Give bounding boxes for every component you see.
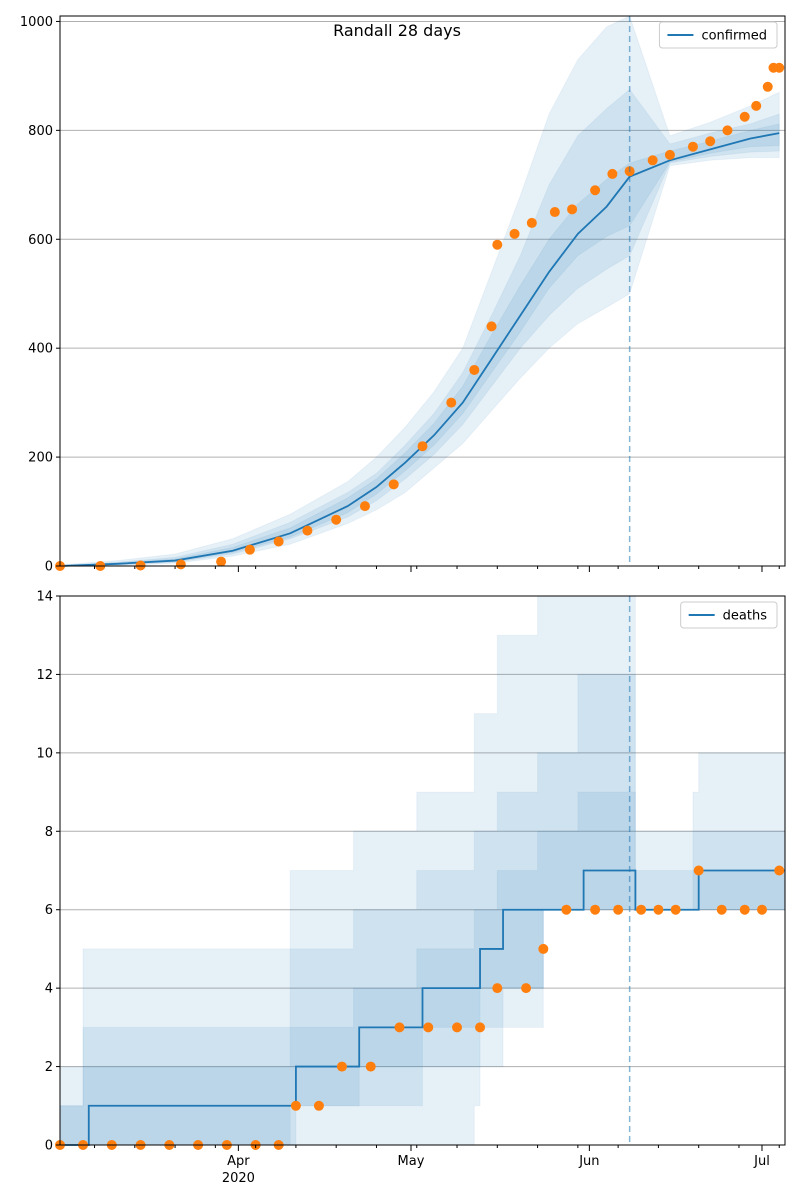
deaths-x-ticks: Apr May Jun Jul — [94, 1145, 780, 1169]
y-tick-label: 6 — [45, 903, 53, 918]
observed-point — [521, 983, 532, 994]
confirmed-axes-frame — [59, 15, 786, 567]
observed-point — [446, 397, 457, 408]
legend-box — [658, 21, 778, 49]
y-tick-label: 8 — [45, 825, 53, 840]
uncertainty-band-3 — [59, 123, 780, 567]
confirmed-bands — [59, 15, 780, 567]
observed-point — [388, 479, 399, 490]
observed-point — [607, 168, 618, 179]
series-line-confirmed — [59, 132, 780, 567]
legend-label-deaths: deaths — [723, 609, 768, 624]
observed-point — [423, 1022, 434, 1033]
deaths-y-ticks: 0 2 4 6 8 10 12 14 — [36, 590, 60, 1154]
observed-point — [509, 228, 520, 239]
observed-point — [664, 149, 675, 160]
observed-point — [244, 544, 255, 555]
legend-box — [680, 601, 778, 629]
observed-point — [670, 904, 681, 915]
y-tick-label: 14 — [36, 590, 53, 605]
observed-point — [774, 865, 785, 876]
observed-point — [492, 983, 503, 994]
x-tick-label: May — [398, 1154, 425, 1169]
y-tick-label: 2 — [45, 1060, 53, 1075]
x-tick-label: Jun — [578, 1154, 599, 1169]
observed-point — [331, 514, 342, 525]
y-tick-label: 200 — [28, 451, 53, 466]
y-tick-label: 0 — [45, 560, 53, 575]
observed-point — [756, 904, 767, 915]
observed-point — [722, 125, 733, 136]
observed-point — [302, 525, 313, 536]
observed-point — [751, 100, 762, 111]
observed-point — [336, 1061, 347, 1072]
observed-point — [705, 136, 716, 147]
observed-point — [216, 556, 227, 567]
x-tick-label: Jul — [753, 1154, 770, 1169]
observed-point — [567, 204, 578, 215]
observed-point — [561, 904, 572, 915]
observed-point — [313, 1100, 324, 1111]
confirmed-legend: confirmed — [658, 21, 778, 49]
observed-point — [526, 217, 537, 228]
confirmed-x-ticks — [94, 566, 780, 572]
y-tick-label: 10 — [36, 746, 53, 761]
observed-point — [687, 141, 698, 152]
y-tick-label: 600 — [28, 233, 53, 248]
observed-point — [475, 1022, 486, 1033]
y-tick-label: 4 — [45, 982, 53, 997]
x-tick-label: Apr — [227, 1154, 250, 1169]
observed-point — [716, 904, 727, 915]
observed-point — [549, 207, 560, 218]
y-tick-label: 0 — [45, 1139, 53, 1154]
deaths-observed-points — [55, 865, 785, 1150]
observed-point — [486, 321, 497, 332]
observed-point — [647, 155, 658, 166]
confirmed-panel: 0 200 400 600 800 1000 Randall 28 days confir… — [20, 15, 786, 575]
confirmed-observed-points — [55, 62, 785, 571]
observed-point — [135, 560, 146, 571]
x-year-label: 2020 — [222, 1171, 255, 1186]
confirmed-lines — [59, 132, 780, 567]
legend-label-confirmed: confirmed — [701, 29, 767, 44]
observed-point — [394, 1022, 405, 1033]
uncertainty-band-1 — [59, 15, 780, 567]
observed-point — [492, 239, 503, 250]
deaths-axes-frame — [59, 595, 786, 1146]
y-tick-label: 12 — [36, 668, 53, 683]
uncertainty-band-2 — [59, 673, 786, 1146]
observed-point — [417, 441, 428, 452]
y-tick-label: 400 — [28, 342, 53, 357]
observed-point — [469, 364, 480, 375]
observed-point — [452, 1022, 463, 1033]
observed-point — [739, 904, 750, 915]
deaths-legend: deaths — [680, 601, 778, 629]
deaths-bands — [59, 595, 786, 1146]
chart-title: Randall 28 days — [333, 21, 461, 40]
observed-point — [739, 111, 750, 122]
observed-point — [273, 536, 284, 547]
observed-point — [636, 904, 647, 915]
observed-point — [653, 904, 664, 915]
observed-point — [762, 81, 773, 92]
deaths-panel: 0 2 4 6 8 10 12 14 Apr May Jun Jul 2020 deaths — [36, 590, 786, 1186]
observed-point — [590, 185, 601, 196]
confirmed-y-ticks: 0 200 400 600 800 1000 — [20, 15, 60, 575]
observed-point — [590, 904, 601, 915]
observed-point — [693, 865, 704, 876]
observed-point — [774, 62, 785, 73]
observed-point — [175, 559, 186, 570]
observed-point — [359, 501, 370, 512]
y-tick-label: 1000 — [20, 15, 53, 30]
observed-point — [613, 904, 624, 915]
observed-point — [538, 943, 549, 954]
observed-point — [365, 1061, 376, 1072]
observed-point — [290, 1100, 301, 1111]
y-tick-label: 800 — [28, 124, 53, 139]
